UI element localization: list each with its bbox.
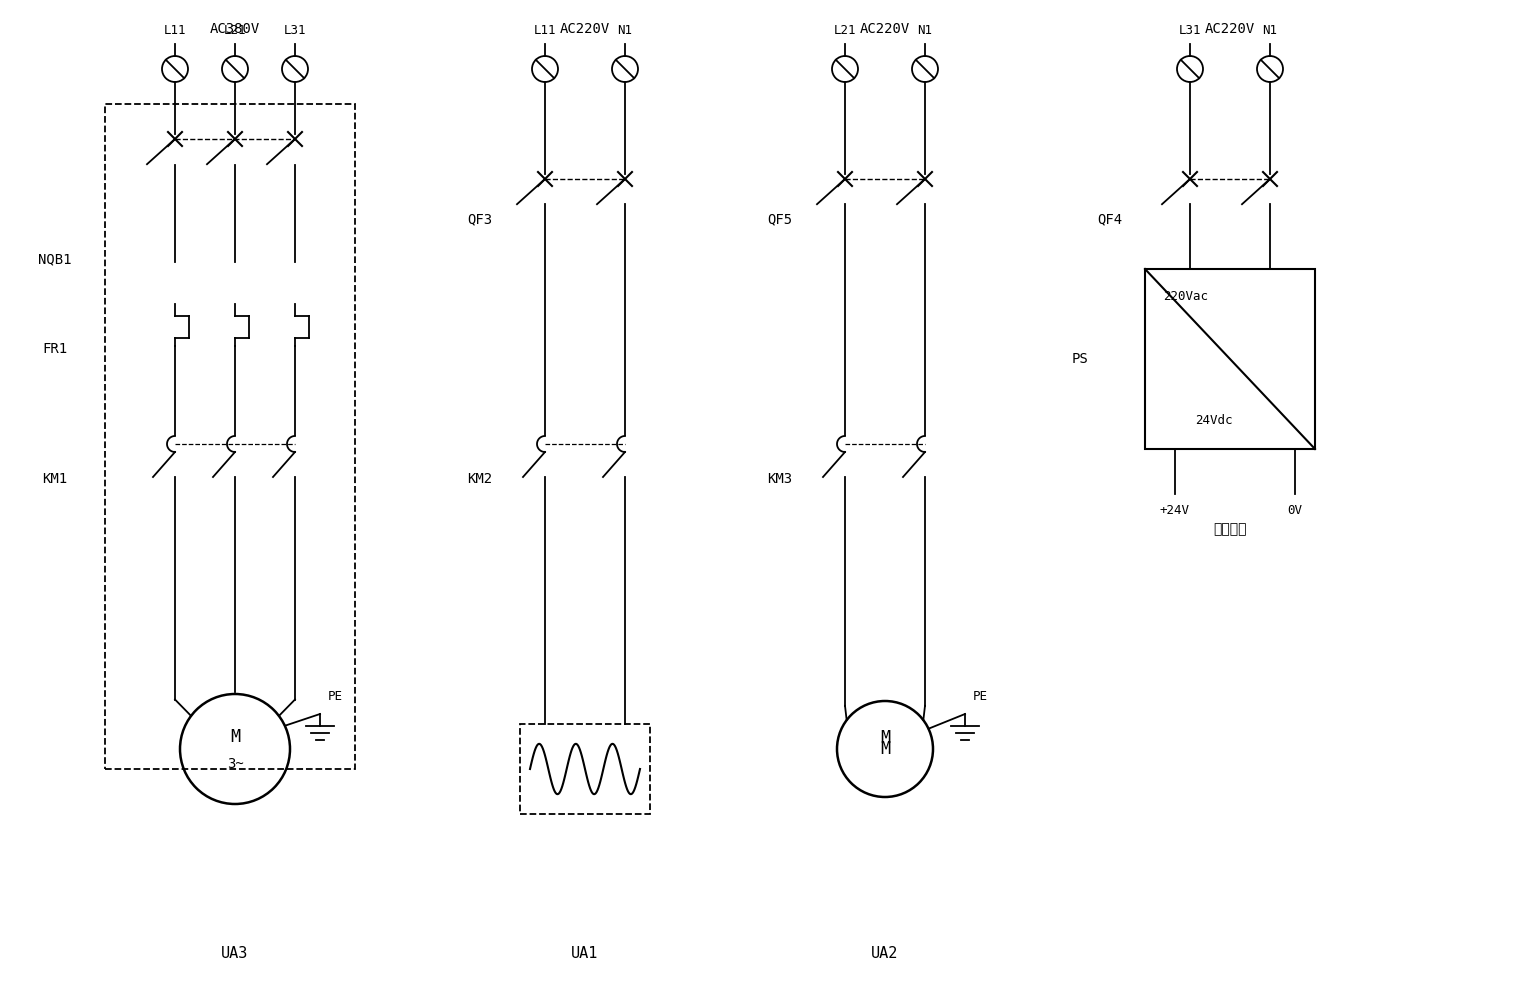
Text: L11: L11 [164,25,186,38]
Text: AC220V: AC220V [860,22,910,36]
Text: AC220V: AC220V [560,22,609,36]
Text: UA2: UA2 [872,946,898,961]
Text: KM1: KM1 [43,472,68,486]
Text: KM3: KM3 [768,472,792,486]
Text: M: M [880,730,890,748]
Bar [1145,269,1315,449]
Text: KM2: KM2 [468,472,493,486]
Text: PS: PS [1071,352,1088,366]
Text: N1: N1 [1262,25,1277,38]
Bar [520,724,649,814]
Text: +24V: +24V [1160,504,1190,517]
Text: QF3: QF3 [468,212,493,226]
Text: 3~: 3~ [227,758,244,771]
Text: UA1: UA1 [571,946,599,961]
Text: L11: L11 [534,25,556,38]
Text: 0V: 0V [1288,504,1303,517]
Text: NQB1: NQB1 [38,252,72,266]
Text: 220Vac: 220Vac [1164,291,1208,304]
Text: PE: PE [328,689,342,702]
Text: UA3: UA3 [221,946,249,961]
Text: PE: PE [973,689,989,702]
Text: L31: L31 [1179,25,1202,38]
Text: L21: L21 [224,25,246,38]
Text: 控制电源: 控制电源 [1213,522,1246,536]
Text: 24Vdc: 24Vdc [1196,414,1233,427]
Text: AC220V: AC220V [1205,22,1256,36]
Bar [104,104,355,769]
Text: AC380V: AC380V [210,22,259,36]
Text: M: M [230,728,239,746]
Text: L21: L21 [834,25,857,38]
Text: L31: L31 [284,25,307,38]
Text: FR1: FR1 [43,342,68,356]
Text: QF5: QF5 [768,212,792,226]
Text: N1: N1 [617,25,632,38]
Text: QF4: QF4 [1098,212,1122,226]
Text: N1: N1 [918,25,932,38]
Text: M: M [880,740,890,758]
